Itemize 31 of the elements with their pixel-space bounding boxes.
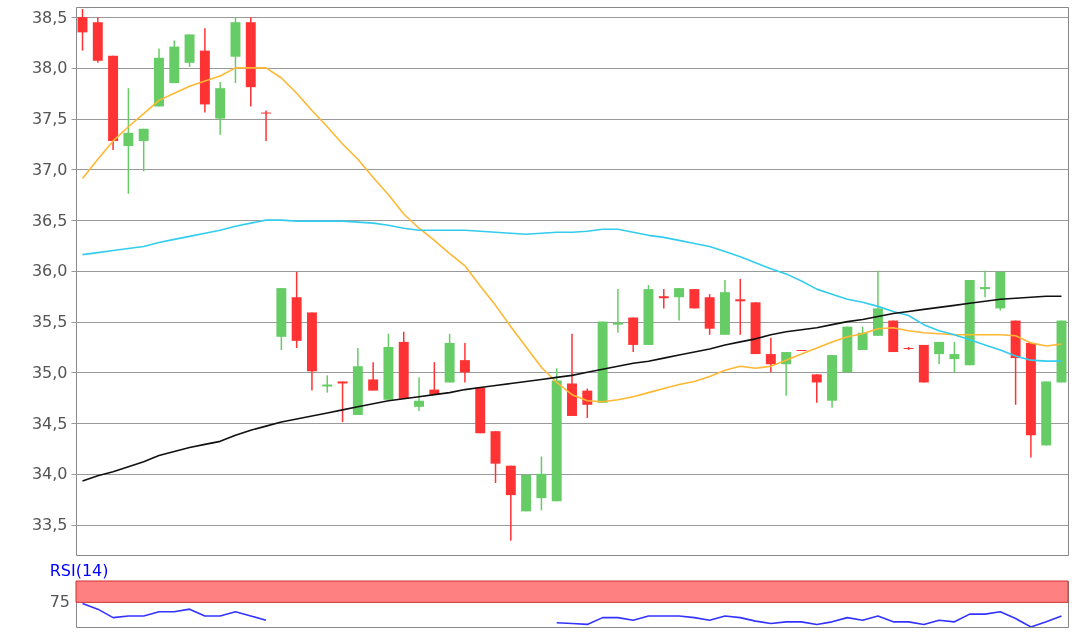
- line-series: [81, 67, 1063, 403]
- candlestick: [765, 337, 776, 374]
- y-tick-label: 35,5: [31, 312, 68, 332]
- candlestick: [949, 341, 960, 374]
- y-tick-label: 34,5: [31, 413, 68, 433]
- candlestick: [138, 128, 149, 173]
- line-series: [81, 219, 1063, 362]
- y-tick-label: 33,5: [31, 515, 68, 535]
- candlestick: [123, 87, 134, 195]
- text: 75: [49, 592, 70, 612]
- candlestick: [459, 342, 470, 384]
- y-tick-label: 36,0: [31, 261, 68, 281]
- y-tick-label: 37,5: [31, 109, 68, 129]
- candlestick: [261, 109, 272, 142]
- candlestick: [337, 380, 348, 423]
- y-tick-label: 36,5: [31, 210, 68, 230]
- y-tick-label: 34,0: [31, 464, 68, 484]
- candlestick: [735, 278, 746, 336]
- y-tick-label: 38,5: [31, 7, 68, 27]
- line-series: [81, 295, 1063, 482]
- chart-title: RSI(14): [49, 560, 109, 580]
- candlestick: [811, 373, 822, 404]
- y-tick-label: 38,0: [31, 58, 68, 78]
- candlestick: [414, 376, 424, 412]
- candlestick: [658, 288, 669, 310]
- candlestick: [980, 270, 990, 298]
- candlestick: [674, 287, 685, 322]
- candlestick: [368, 361, 379, 392]
- candlestick: [612, 288, 623, 334]
- y-tick-label: 37,0: [31, 159, 68, 179]
- y-tick-label: 35,0: [31, 362, 68, 382]
